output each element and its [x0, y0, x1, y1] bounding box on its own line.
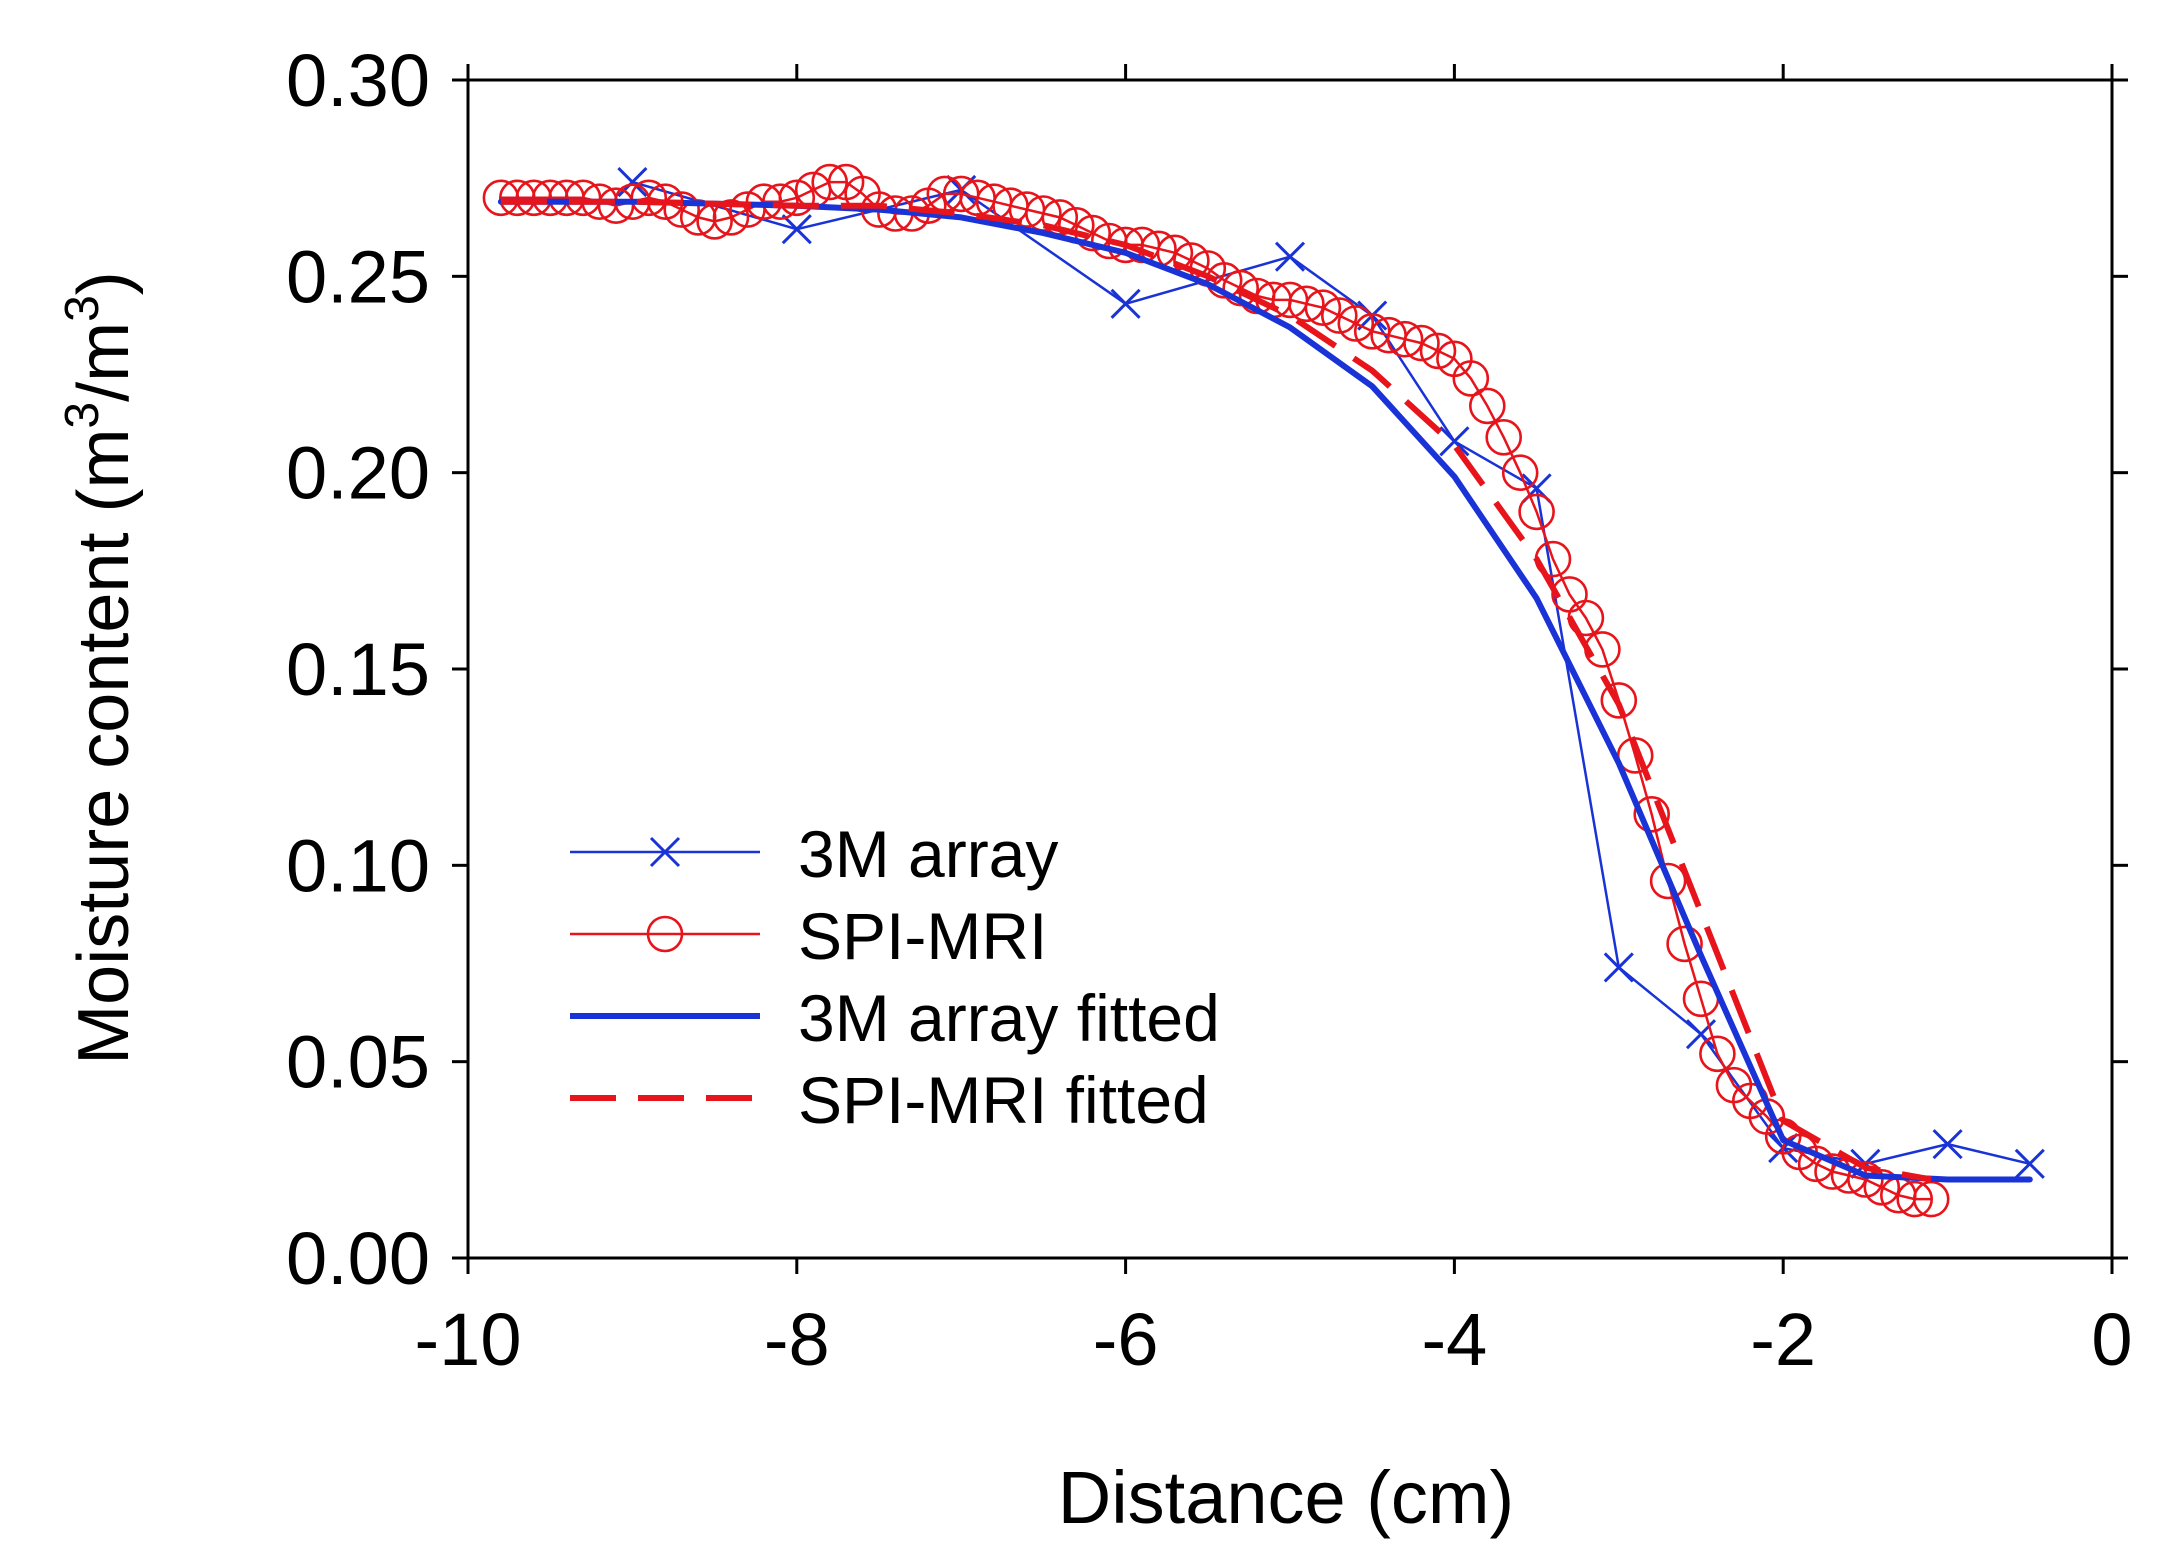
legend-item: SPI-MRI	[570, 899, 1047, 973]
data-point-circle-marker	[1403, 324, 1440, 362]
legend-item: 3M array fitted	[570, 981, 1220, 1055]
legend-x-marker	[649, 836, 681, 868]
data-point-circle-marker	[1912, 1180, 1950, 1218]
legend-item: SPI-MRI fitted	[570, 1063, 1209, 1137]
data-point-circle-marker	[630, 179, 668, 217]
data-point-circle-marker	[811, 163, 849, 201]
data-point-x-marker	[1274, 241, 1306, 272]
x-tick-label: -6	[1093, 1298, 1159, 1381]
legend-label: SPI-MRI	[798, 899, 1047, 973]
data-point-x-marker	[781, 214, 812, 245]
legend-label: 3M array fitted	[798, 981, 1220, 1055]
data-point-circle-marker	[1485, 418, 1522, 456]
data-point-x-marker	[1439, 426, 1470, 457]
x-tick-label: -2	[1750, 1298, 1816, 1381]
data-point-circle-marker	[712, 199, 750, 236]
data-point-x-marker	[1932, 1129, 1963, 1160]
legend-label: SPI-MRI fitted	[798, 1063, 1209, 1137]
data-point-circle-marker	[1501, 454, 1539, 492]
x-tick-label: -4	[1421, 1298, 1487, 1381]
y-tick-label: 0.20	[286, 432, 430, 515]
series-spi-mri-fitted	[500, 198, 1932, 1183]
data-point-circle-marker	[1419, 332, 1457, 370]
data-point-circle-marker	[1863, 1169, 1901, 1206]
data-point-circle-marker	[1633, 795, 1670, 833]
plot-area	[468, 80, 2112, 1258]
y-tick-label: 0.30	[286, 39, 430, 122]
data-point-circle-marker	[1288, 285, 1325, 323]
data-point-circle-marker	[1518, 493, 1555, 531]
data-point-circle-marker	[1896, 1180, 1933, 1218]
data-point-circle-marker	[1699, 1035, 1736, 1073]
legend-item: 3M array	[570, 817, 1058, 891]
data-point-circle-marker	[1222, 269, 1259, 307]
data-point-circle-marker	[762, 183, 799, 220]
x-tick-label: 0	[2091, 1298, 2132, 1381]
y-tick-label: 0.10	[286, 824, 430, 907]
data-point-circle-marker	[1600, 682, 1638, 719]
y-axis-label: Moisture content (m3/m3)	[56, 271, 144, 1065]
series-3m-array-fitted	[497, 198, 2033, 1183]
data-point-circle-marker	[1649, 862, 1687, 900]
plot-background	[468, 80, 2112, 1258]
series-line	[499, 180, 1933, 1201]
data-point-circle-marker	[1469, 387, 1506, 425]
data-point-circle-marker	[1321, 297, 1358, 334]
x-axis-label: Distance (cm)	[1058, 1456, 1514, 1539]
series-layer	[482, 163, 2045, 1218]
data-point-circle-marker	[1452, 360, 1490, 397]
data-point-x-marker	[2014, 1148, 2045, 1179]
legend-label: 3M array	[798, 817, 1058, 891]
y-tick-label: 0.00	[286, 1217, 430, 1300]
series-line	[497, 198, 2033, 1183]
data-point-x-marker	[1685, 1019, 1717, 1050]
data-point-circle-marker	[1205, 261, 1243, 299]
x-tick-label: -10	[415, 1298, 522, 1381]
data-point-circle-marker	[1666, 925, 1703, 963]
data-point-x-marker	[1603, 952, 1634, 983]
data-point-circle-marker	[663, 191, 701, 228]
series-line	[500, 198, 1932, 1183]
y-tick-label: 0.15	[286, 628, 430, 711]
data-point-x-marker	[1110, 288, 1141, 319]
x-tick-label: -8	[764, 1298, 830, 1381]
legend-circle-marker	[646, 915, 684, 953]
y-tick-label: 0.25	[286, 235, 430, 318]
axes-layer: -10 -8 -6 -4 -2 0 0.00 0.05 0.10 0.15 0.20 0.25 0.30	[286, 39, 2133, 1381]
y-tick-label: 0.05	[286, 1021, 430, 1104]
data-point-circle-marker	[1337, 305, 1375, 342]
data-point-circle-marker	[778, 179, 816, 217]
data-point-circle-marker	[1386, 320, 1424, 358]
data-point-circle-marker	[1847, 1161, 1884, 1198]
data-point-circle-marker	[1304, 289, 1342, 327]
legend: 3M array SPI-MRI 3M array fitted SPI-MRI fi…	[570, 817, 1220, 1137]
